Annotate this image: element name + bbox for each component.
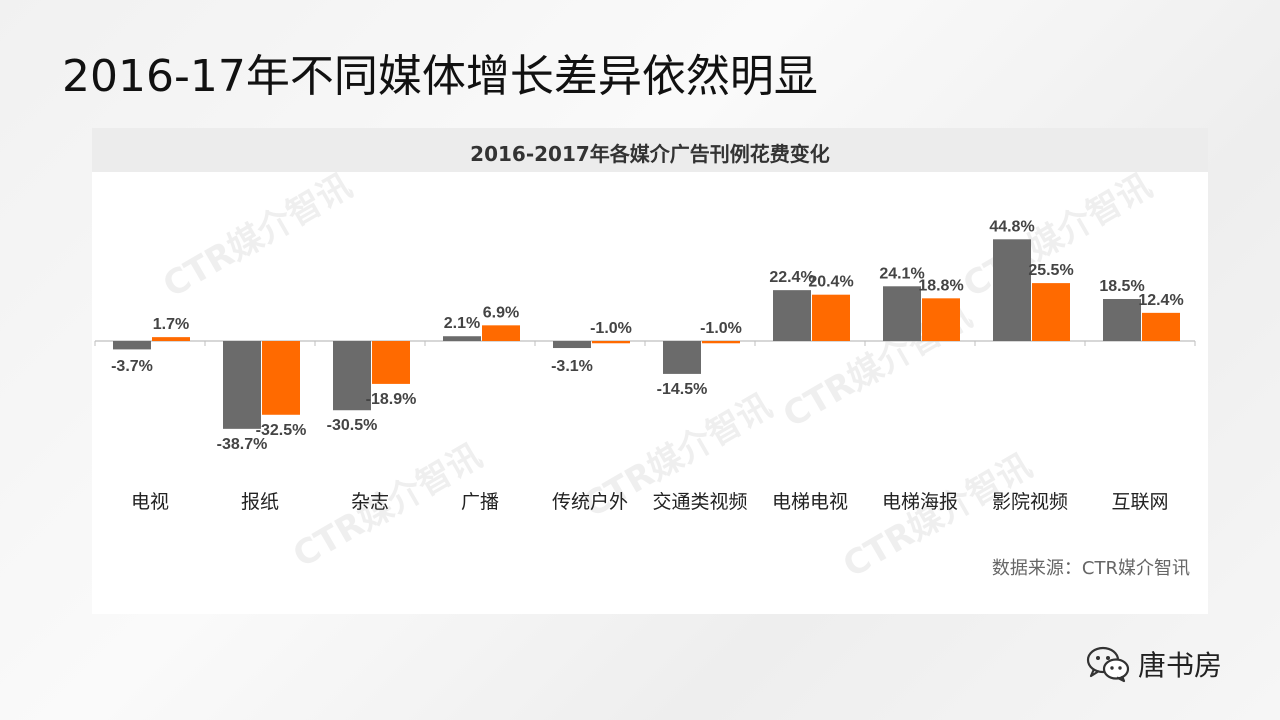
watermark-text: CTR媒介智讯 <box>157 166 359 306</box>
value-label: 22.4% <box>769 269 814 286</box>
source-note: 数据来源：CTR媒介智讯 <box>991 558 1190 579</box>
value-label: -1.0% <box>590 320 632 337</box>
category-label: 交通类视频 <box>652 491 747 513</box>
bar-2016 <box>663 341 701 374</box>
bar-2016 <box>883 286 921 341</box>
bar-2017 <box>922 298 960 341</box>
value-labels: -3.7% 1.7% -38.7%-32.5% -30.5% -18.9% 2.1%6.9… <box>111 218 1184 453</box>
value-label: -1.0% <box>700 320 742 337</box>
category-label: 报纸 <box>241 491 279 513</box>
bar-2016 <box>113 341 151 350</box>
bar-2017 <box>372 341 410 384</box>
value-label: -14.5% <box>657 381 708 398</box>
category-labels: 电视 报纸 杂志 广播 传统户外 交通类视频 电梯电视 电梯海报 影院视频 互联网 <box>131 491 1169 513</box>
value-label: 25.5% <box>1028 262 1073 279</box>
value-label: -38.7% <box>217 436 268 453</box>
bar-2017 <box>812 294 850 341</box>
value-label: -3.1% <box>551 358 593 375</box>
bar-2017 <box>702 341 740 344</box>
wechat-icon <box>1086 646 1130 683</box>
bar-2017 <box>592 341 630 344</box>
bar-2016 <box>553 341 591 349</box>
value-label: 18.5% <box>1099 278 1144 295</box>
bar-2016 <box>993 239 1031 341</box>
bar-2016 <box>773 290 811 341</box>
category-label: 电视 <box>131 491 169 513</box>
bar-2017 <box>1142 312 1180 341</box>
category-label: 广播 <box>461 491 499 513</box>
chart-header: 2016-2017年各媒介广告刊例花费变化 <box>92 128 1208 172</box>
bar-2017 <box>152 337 190 341</box>
bar-2016 <box>443 336 481 341</box>
value-label: -30.5% <box>327 417 378 434</box>
brand-name: 唐书房 <box>1138 649 1223 682</box>
category-label: 电梯海报 <box>882 491 958 513</box>
value-label: -3.7% <box>111 358 153 375</box>
value-label: 18.8% <box>918 277 963 294</box>
bars <box>94 239 1196 429</box>
value-label: 44.8% <box>989 218 1034 235</box>
bar-chart: CTR媒介智讯CTR媒介智讯CTR媒介智讯CTR媒介智讯CTR媒介智讯CTR媒介… <box>94 166 1196 586</box>
category-label: 传统户外 <box>552 491 628 513</box>
value-label: -32.5% <box>256 422 307 439</box>
category-label: 影院视频 <box>992 491 1068 513</box>
chart-title: 2016-2017年各媒介广告刊例花费变化 <box>470 142 830 166</box>
bar-2017 <box>482 325 520 341</box>
value-label: 24.1% <box>879 265 924 282</box>
category-label: 电梯电视 <box>772 491 848 513</box>
bar-2016 <box>1103 299 1141 341</box>
chart-panel: 2016-2017年各媒介广告刊例花费变化 CTR媒介智讯 CTR媒介智讯 CTR媒… <box>92 128 1208 614</box>
bar-2016 <box>223 341 261 429</box>
category-label: 互联网 <box>1111 491 1168 513</box>
value-label: 1.7% <box>153 316 189 333</box>
bar-2016 <box>333 341 371 411</box>
brand: 唐书房 <box>1086 642 1222 686</box>
value-label: 6.9% <box>483 304 519 321</box>
bar-2017 <box>262 341 300 415</box>
value-label: 12.4% <box>1138 292 1183 309</box>
value-label: 20.4% <box>808 274 853 291</box>
page-title: 2016-17年不同媒体增长差异依然明显 <box>62 51 818 102</box>
value-label: -18.9% <box>366 391 417 408</box>
bar-2017 <box>1032 283 1070 341</box>
value-label: 2.1% <box>444 315 480 332</box>
category-label: 杂志 <box>351 491 389 513</box>
